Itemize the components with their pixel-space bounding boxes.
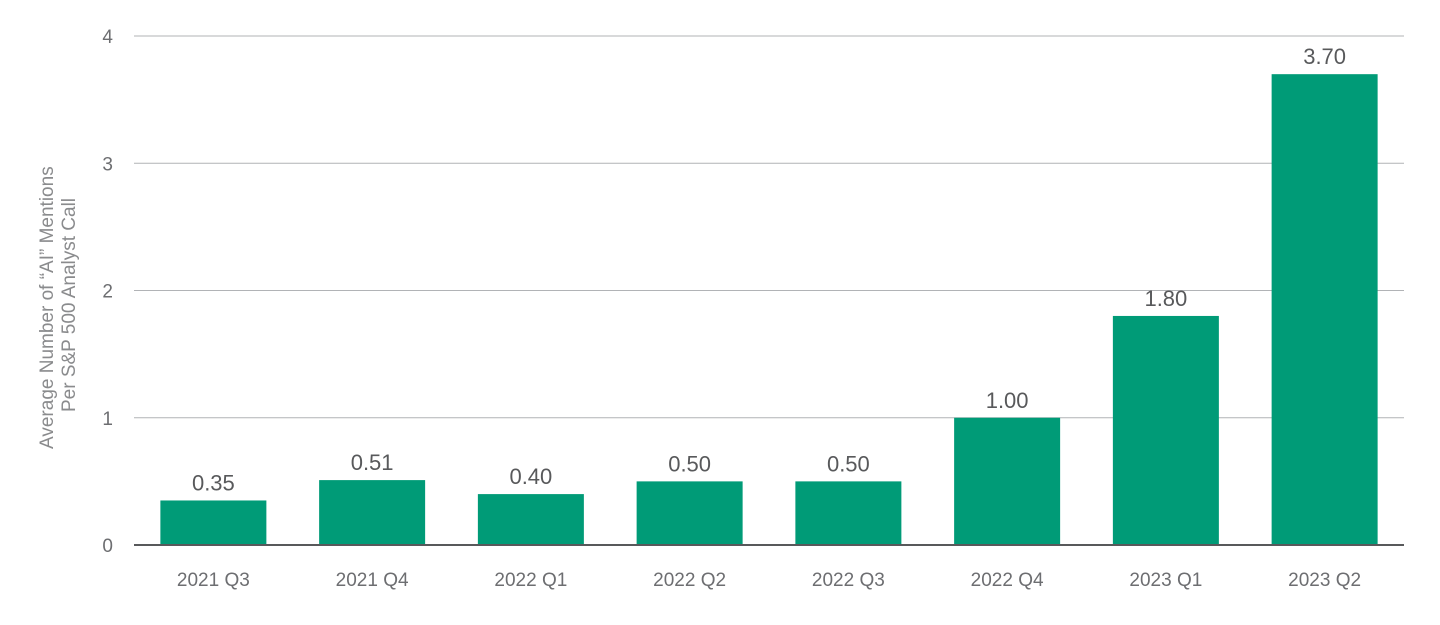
- bar: [1112, 315, 1219, 545]
- bar-value-label: 0.51: [351, 450, 394, 475]
- bar-value-label: 0.35: [192, 470, 235, 495]
- x-category-label: 2022 Q3: [812, 570, 885, 591]
- y-axis-label: Average Number of “AI” Mentions Per S&P …: [37, 161, 80, 449]
- value-labels: 0.35 0.51 0.40 0.50 0.50 1.00 1.80 3.70: [192, 44, 1346, 495]
- y-tick-label: 4: [102, 27, 113, 48]
- bar: [954, 417, 1061, 545]
- x-category-label: 2022 Q2: [653, 570, 726, 591]
- y-tick-label: 2: [102, 282, 113, 303]
- bar-value-label: 0.50: [668, 451, 711, 476]
- y-axis-ticks: 0 1 2 3 4: [102, 27, 113, 557]
- bar: [160, 500, 267, 545]
- x-category-label: 2021 Q3: [177, 570, 250, 591]
- bar: [477, 494, 584, 545]
- bar-value-label: 0.50: [827, 451, 870, 476]
- y-tick-label: 1: [102, 409, 113, 430]
- bar-value-label: 0.40: [509, 464, 552, 489]
- bar: [319, 480, 426, 545]
- bar: [636, 481, 743, 545]
- y-axis-label-line1: Average Number of “AI” Mentions: [37, 166, 58, 449]
- bar-value-label: 1.00: [986, 388, 1029, 413]
- bar-value-label: 1.80: [1144, 286, 1187, 311]
- bar: [795, 481, 902, 545]
- bars: [160, 74, 1378, 546]
- bar: [1271, 74, 1378, 546]
- x-category-label: 2023 Q1: [1129, 570, 1202, 591]
- x-category-label: 2023 Q2: [1288, 570, 1361, 591]
- bar-value-label: 3.70: [1303, 44, 1346, 69]
- y-tick-label: 0: [102, 536, 113, 557]
- x-category-label: 2022 Q4: [971, 570, 1044, 591]
- y-axis-label-line2: Per S&P 500 Analyst Call: [59, 198, 80, 412]
- y-tick-label: 3: [102, 154, 113, 175]
- x-category-label: 2022 Q1: [494, 570, 567, 591]
- x-axis-categories: 2021 Q3 2021 Q4 2022 Q1 2022 Q2 2022 Q3 2022 …: [177, 570, 1361, 591]
- x-category-label: 2021 Q4: [336, 570, 409, 591]
